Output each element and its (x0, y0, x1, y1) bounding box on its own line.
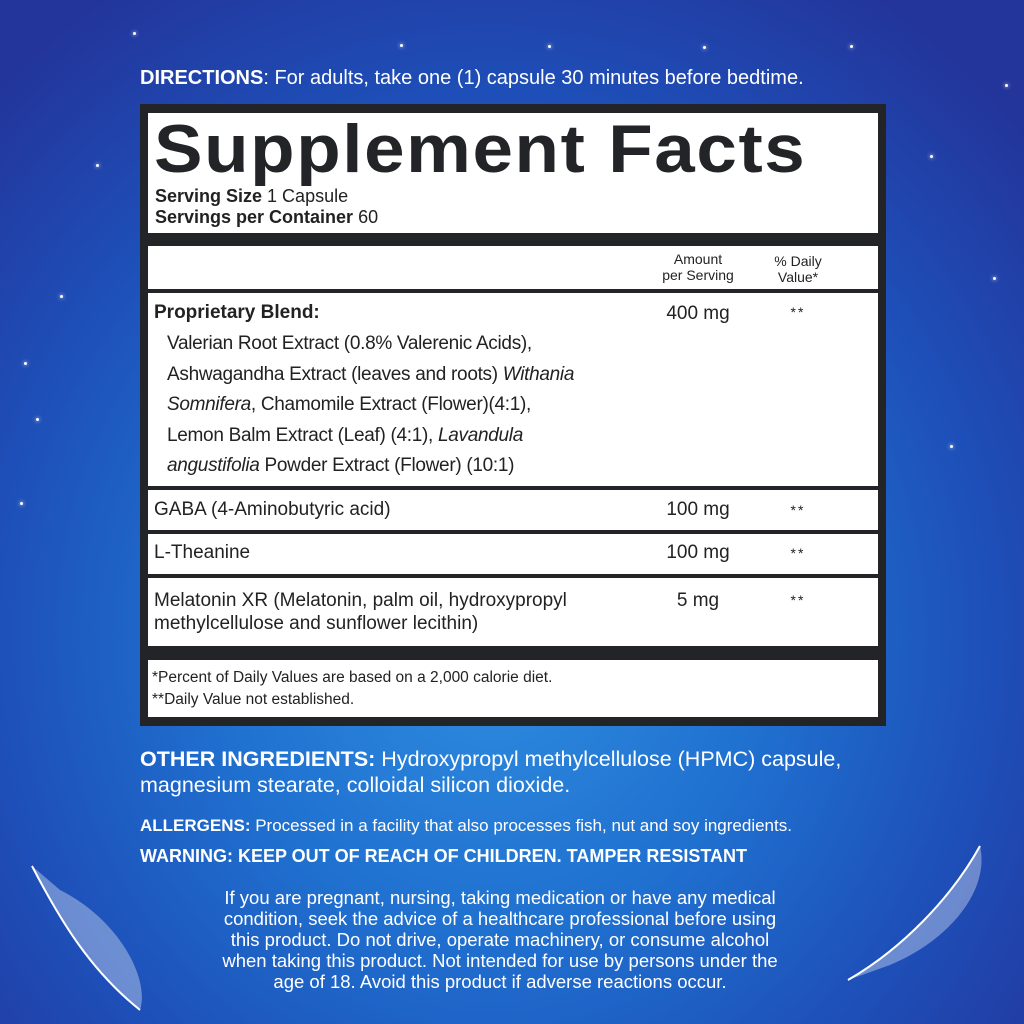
amount-header: Amount per Serving (648, 251, 748, 283)
dv-header-line: % Daily (774, 253, 822, 269)
blend-line: Somnifera, Chamomile Extract (Flower)(4:… (167, 390, 574, 421)
star (24, 362, 27, 365)
servings-value: 60 (353, 207, 379, 227)
supplement-facts-panel: Supplement Facts Serving Size 1 Capsule … (140, 104, 886, 726)
other-ingredients: OTHER INGREDIENTS: Hydroxypropyl methylc… (140, 746, 841, 798)
other-ingredients-line: OTHER INGREDIENTS: Hydroxypropyl methylc… (140, 746, 841, 772)
directions-text: : For adults, take one (1) capsule 30 mi… (263, 67, 804, 89)
star (36, 418, 39, 421)
other-ingredients-line: magnesium stearate, colloidal silicon di… (140, 773, 571, 797)
directions-label: DIRECTIONS (140, 67, 264, 89)
star (703, 46, 706, 49)
blend-text-italic: Lavandula (437, 424, 523, 446)
column-header-row: Amount per Serving % Daily Value* (148, 246, 878, 289)
star (548, 45, 551, 48)
footnote: **Daily Value not established. (152, 691, 355, 708)
table-row-blend: Proprietary Blend: 400 mg ** Valerian Ro… (148, 293, 878, 486)
blend-ingredients: Valerian Root Extract (0.8% Valerenic Ac… (167, 329, 574, 482)
star (950, 445, 953, 448)
ingredient-name: L-Theanine (154, 542, 251, 563)
table-row: GABA (4-Aminobutyric acid) 100 mg ** (148, 490, 878, 530)
star (993, 277, 996, 280)
other-ingredients-text: Hydroxypropyl methylcellulose (HPMC) cap… (375, 747, 842, 771)
blend-dv: ** (790, 304, 806, 320)
ingredient-amount: 100 mg (666, 499, 730, 520)
star (96, 164, 99, 167)
star (1005, 84, 1008, 87)
ingredient-name-line: Melatonin XR (Melatonin, palm oil, hydro… (154, 590, 567, 611)
allergens: ALLERGENS: Processed in a facility that … (140, 815, 792, 836)
servings-label: Servings per Container (155, 207, 354, 227)
feather-left-icon (31, 865, 142, 1011)
blend-line: Lemon Balm Extract (Leaf) (4:1), Lavandu… (167, 421, 574, 452)
ingredient-dv: ** (790, 592, 806, 608)
blend-text-italic: Somnifera (167, 394, 251, 415)
blend-line: Ashwagandha Extract (leaves and roots) W… (167, 360, 574, 391)
ingredient-name: Melatonin XR (Melatonin, palm oil, hydro… (154, 589, 567, 635)
caution-text: If you are pregnant, nursing, taking med… (150, 887, 850, 992)
ingredient-dv: ** (790, 545, 806, 561)
ingredient-name-line: methylcellulose and sunflower lecithin) (154, 613, 479, 634)
blend-text: Lemon Balm Extract (Leaf) (4:1), (167, 424, 438, 446)
amount-header-line: per Serving (662, 267, 734, 283)
footnote: *Percent of Daily Values are based on a … (152, 669, 553, 686)
serving-size-label: Serving Size (155, 186, 263, 206)
ingredient-amount: 100 mg (666, 542, 730, 563)
facts-title: Supplement Facts (154, 111, 807, 187)
star (20, 502, 23, 505)
caution-line: If you are pregnant, nursing, taking med… (224, 887, 776, 908)
dv-header-line: Value* (777, 269, 819, 285)
serving-size-value: 1 Capsule (262, 186, 349, 206)
table-row: Melatonin XR (Melatonin, palm oil, hydro… (148, 578, 878, 646)
other-ingredients-label: OTHER INGREDIENTS: (140, 747, 376, 771)
blend-text: Powder Extract (Flower) (10:1) (259, 455, 515, 476)
amount-header-line: Amount (673, 251, 723, 267)
dv-header: % Daily Value* (758, 253, 838, 285)
warning: WARNING: KEEP OUT OF REACH OF CHILDREN. … (140, 846, 748, 866)
star (930, 155, 933, 158)
blend-text-italic: angustifolia (167, 455, 260, 476)
caution-line: when taking this product. Not intended f… (222, 950, 778, 971)
serving-size: Serving Size 1 Capsule (155, 186, 348, 206)
blend-text-italic: Withania (502, 363, 575, 385)
star (60, 295, 63, 298)
star (850, 45, 853, 48)
blend-text: Ashwagandha Extract (leaves and roots) (167, 363, 503, 385)
blend-text: , Chamomile Extract (Flower)(4:1), (250, 394, 532, 415)
allergens-text: Processed in a facility that also proces… (250, 816, 792, 835)
caution-line: this product. Do not drive, operate mach… (230, 929, 770, 950)
table-row: L-Theanine 100 mg ** (148, 534, 878, 574)
feather-right-icon (847, 845, 982, 981)
star (400, 44, 403, 47)
blend-amount: 400 mg (666, 303, 730, 324)
blend-name: Proprietary Blend: (154, 302, 320, 323)
facts-header: Supplement Facts Serving Size 1 Capsule … (148, 113, 878, 233)
allergens-label: ALLERGENS: (140, 816, 251, 835)
ingredient-dv: ** (790, 502, 806, 518)
ingredient-name: GABA (4-Aminobutyric acid) (154, 499, 391, 520)
directions: DIRECTIONS: For adults, take one (1) cap… (140, 66, 804, 90)
caution-line: condition, seek the advice of a healthca… (223, 908, 777, 929)
star (133, 32, 136, 35)
servings-per-container: Servings per Container 60 (155, 207, 378, 227)
blend-text: Valerian Root Extract (0.8% Valerenic Ac… (167, 333, 532, 354)
ingredient-amount: 5 mg (676, 590, 720, 611)
footnotes: *Percent of Daily Values are based on a … (148, 660, 878, 717)
blend-line: angustifolia Powder Extract (Flower) (10… (167, 451, 574, 482)
caution-line: age of 18. Avoid this product if adverse… (273, 971, 727, 992)
blend-line: Valerian Root Extract (0.8% Valerenic Ac… (167, 329, 574, 360)
